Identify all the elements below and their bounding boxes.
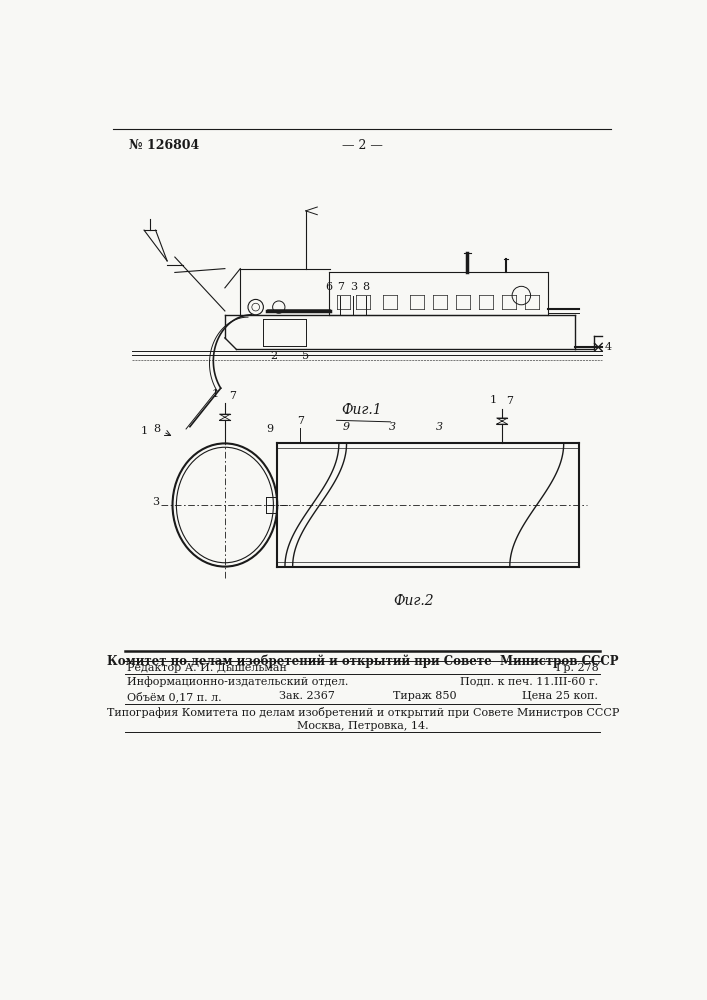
Text: — 2 —: — 2 — (341, 139, 382, 152)
Text: Гр. 278: Гр. 278 (556, 663, 598, 673)
Text: 7: 7 (297, 416, 304, 426)
Text: 1: 1 (212, 389, 219, 399)
Text: 3: 3 (436, 422, 443, 432)
Text: 9: 9 (343, 422, 350, 432)
Text: 6: 6 (325, 282, 332, 292)
Text: 2: 2 (270, 351, 277, 361)
Text: 8: 8 (362, 282, 369, 292)
Text: 1: 1 (489, 395, 496, 405)
Text: № 126804: № 126804 (129, 139, 199, 152)
Text: 8: 8 (153, 424, 160, 434)
Text: Тираж 850: Тираж 850 (393, 691, 457, 701)
Text: Типография Комитета по делам изобретений и открытий при Совете Министров СССР: Типография Комитета по делам изобретений… (107, 707, 619, 718)
Text: Цена 25 коп.: Цена 25 коп. (522, 691, 598, 701)
Text: 5: 5 (302, 351, 309, 361)
Text: 3: 3 (350, 282, 357, 292)
Text: 7: 7 (229, 391, 235, 401)
Text: 7: 7 (337, 282, 344, 292)
Text: Комитет по делам изобретений и открытий при Совете  Министров СССР: Комитет по делам изобретений и открытий … (107, 654, 619, 668)
Text: Информационно-издательский отдел.: Информационно-издательский отдел. (127, 677, 349, 687)
Text: 3: 3 (152, 497, 159, 507)
Text: 4: 4 (604, 342, 612, 352)
Text: Подп. к печ. 11.III-60 г.: Подп. к печ. 11.III-60 г. (460, 677, 598, 687)
Text: 7: 7 (506, 396, 513, 406)
Text: 1: 1 (141, 426, 148, 436)
Text: Зак. 2367: Зак. 2367 (279, 691, 334, 701)
Text: Москва, Петровка, 14.: Москва, Петровка, 14. (297, 721, 428, 731)
Text: Фиг.2: Фиг.2 (393, 594, 434, 608)
Text: Фиг.1: Фиг.1 (341, 403, 382, 417)
Text: Редактор А. И. Дышельман: Редактор А. И. Дышельман (127, 663, 287, 673)
Text: 9: 9 (266, 424, 273, 434)
Text: Объём 0,17 п. л.: Объём 0,17 п. л. (127, 691, 222, 702)
Text: 3: 3 (389, 422, 397, 432)
